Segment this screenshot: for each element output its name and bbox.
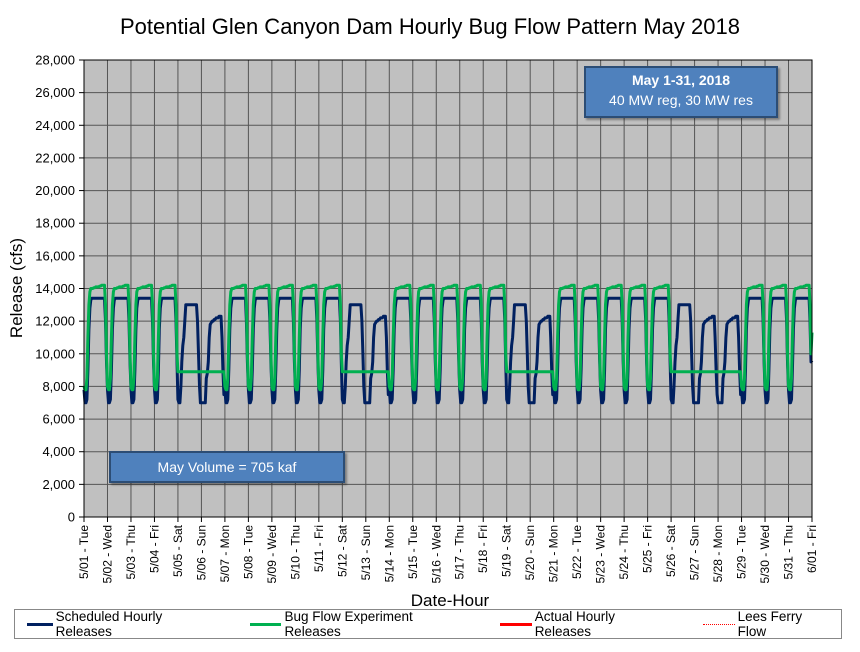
legend-swatch-actual <box>500 622 532 626</box>
x-tick-label: 6/01 - Fri <box>805 525 819 573</box>
x-tick-label: 5/13 - Sun <box>359 525 373 580</box>
x-axis-ticks: 5/01 - Tue 5/02 - Wed 5/03 - Thu 5/04 - Fri… <box>77 517 819 583</box>
chart-title: Potential Glen Canyon Dam Hourly Bug Flo… <box>120 14 740 39</box>
x-tick-label: 5/10 - Thu <box>288 525 302 579</box>
y-tick-label: 22,000 <box>35 150 75 165</box>
x-tick-label: 5/28 - Mon <box>711 525 725 582</box>
volume-text: May Volume = 705 kaf <box>157 459 297 475</box>
x-tick-label: 5/04 - Fri <box>147 525 161 573</box>
x-tick-label: 5/06 - Sun <box>194 525 208 580</box>
series-lines <box>82 283 814 405</box>
y-tick-label: 14,000 <box>35 281 75 296</box>
y-tick-label: 28,000 <box>35 53 75 68</box>
y-tick-label: 16,000 <box>35 248 75 263</box>
y-axis-ticks: 0 2,000 4,000 6,000 8,000 10,000 12,000 14,000 1… <box>35 53 84 525</box>
x-tick-label: 5/12 - Sat <box>335 524 349 577</box>
x-tick-label: 5/31 - Thu <box>782 525 796 579</box>
x-tick-label: 5/20 - Sun <box>523 525 537 580</box>
period-title: May 1-31, 2018 <box>631 72 731 88</box>
x-tick-label: 5/19 - Sat <box>500 524 514 577</box>
legend-label: Actual Hourly Releases <box>534 609 615 639</box>
x-tick-label: 5/26 - Sat <box>664 524 678 577</box>
legend-swatch-scheduled <box>27 622 53 626</box>
x-tick-label: 5/01 - Tue <box>77 525 91 579</box>
legend-label: Scheduled Hourly Releases <box>55 609 163 639</box>
legend-item-scheduled: Scheduled Hourly Releases <box>27 609 220 639</box>
x-tick-label: 5/16 - Wed <box>429 525 443 583</box>
x-tick-label: 5/15 - Tue <box>406 525 420 579</box>
y-tick-label: 0 <box>68 510 75 525</box>
x-tick-label: 5/05 - Sat <box>171 524 185 577</box>
period-annotation-box: May 1-31, 2018 40 MW reg, 30 MW res <box>584 66 778 118</box>
x-tick-label: 5/18 - Fri <box>476 525 490 573</box>
x-tick-label: 5/02 - Wed <box>100 525 114 583</box>
y-axis-label: Release (cfs) <box>7 238 26 338</box>
period-subtitle: 40 MW reg, 30 MW res <box>609 92 753 108</box>
y-tick-label: 20,000 <box>35 183 75 198</box>
x-tick-label: 5/24 - Thu <box>617 525 631 579</box>
plot-border <box>83 59 813 518</box>
x-tick-label: 5/27 - Sun <box>688 525 702 580</box>
y-tick-label: 4,000 <box>42 444 75 459</box>
x-tick-label: 5/17 - Thu <box>453 525 467 579</box>
x-tick-label: 5/29 - Tue <box>735 525 749 579</box>
legend-swatch-bugflow <box>249 622 282 626</box>
legend-label: Lees Ferry Flow <box>737 609 803 639</box>
legend-swatch-lees-ferry <box>703 623 735 625</box>
y-tick-label: 26,000 <box>35 85 75 100</box>
x-tick-label: 5/22 - Tue <box>570 525 584 579</box>
x-tick-label: 5/03 - Thu <box>124 525 138 579</box>
x-tick-label: 5/14 - Mon <box>382 525 396 582</box>
scheduled-releases-line <box>82 296 814 405</box>
x-tick-label: 5/08 - Tue <box>241 525 255 579</box>
x-tick-label: 5/07 - Mon <box>218 525 232 582</box>
y-tick-label: 8,000 <box>42 379 75 394</box>
volume-annotation-box: May Volume = 705 kaf <box>109 451 345 483</box>
legend-label: Bug Flow Experiment Releases <box>284 609 413 639</box>
x-tick-label: 5/30 - Wed <box>758 525 772 583</box>
legend-item-lees-ferry: Lees Ferry Flow <box>703 609 833 639</box>
y-tick-label: 6,000 <box>42 412 75 427</box>
y-tick-label: 10,000 <box>35 346 75 361</box>
y-tick-label: 2,000 <box>42 477 75 492</box>
y-tick-label: 12,000 <box>35 314 75 329</box>
x-axis-label: Date-Hour <box>411 591 490 610</box>
legend-item-actual: Actual Hourly Releases <box>500 609 673 639</box>
x-tick-label: 5/25 - Fri <box>641 525 655 573</box>
y-tick-label: 24,000 <box>35 118 75 133</box>
bug-flow-releases-line <box>82 283 814 392</box>
x-tick-label: 5/09 - Wed <box>265 525 279 583</box>
x-tick-label: 5/21 - Mon <box>547 525 561 582</box>
x-tick-label: 5/23 - Wed <box>594 525 608 583</box>
y-tick-label: 18,000 <box>35 216 75 231</box>
legend-item-bugflow: Bug Flow Experiment Releases <box>249 609 470 639</box>
x-tick-label: 5/11 - Fri <box>312 525 326 572</box>
legend: Scheduled Hourly Releases Bug Flow Exper… <box>14 609 842 639</box>
